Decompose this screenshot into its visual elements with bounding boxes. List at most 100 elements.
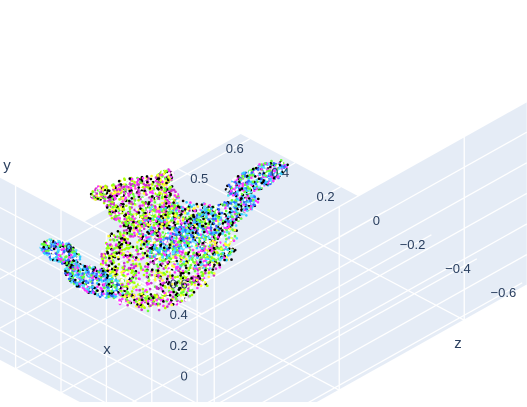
data-point xyxy=(171,171,174,174)
data-point xyxy=(79,288,82,291)
data-point xyxy=(120,271,123,274)
data-point xyxy=(156,242,159,245)
data-point xyxy=(200,281,203,284)
data-point xyxy=(152,236,155,239)
data-point xyxy=(75,270,78,273)
data-point xyxy=(220,236,223,239)
data-point xyxy=(57,257,60,260)
data-point xyxy=(174,194,177,197)
data-point xyxy=(188,224,191,227)
data-point xyxy=(129,254,132,257)
data-point xyxy=(159,211,162,214)
data-point xyxy=(203,238,206,241)
data-point xyxy=(204,272,207,275)
data-point xyxy=(231,216,234,219)
data-point xyxy=(187,249,190,252)
data-point xyxy=(129,207,132,210)
data-point xyxy=(146,275,149,278)
data-point xyxy=(107,247,110,250)
data-point xyxy=(160,299,163,302)
data-point xyxy=(174,240,177,243)
data-point xyxy=(104,278,107,281)
data-point xyxy=(185,299,188,302)
data-point xyxy=(107,296,110,299)
data-point xyxy=(110,232,113,235)
data-point xyxy=(136,298,139,301)
data-point xyxy=(207,236,210,239)
data-point xyxy=(166,173,169,176)
scene-panels xyxy=(0,102,527,402)
data-point xyxy=(212,268,215,271)
data-point xyxy=(89,266,92,269)
data-point xyxy=(158,177,161,180)
data-point xyxy=(156,247,159,250)
data-point xyxy=(234,249,237,252)
data-point xyxy=(142,198,145,201)
data-point xyxy=(119,217,122,220)
data-point xyxy=(123,232,126,235)
data-point xyxy=(207,276,210,279)
data-point xyxy=(176,199,179,202)
data-point xyxy=(200,250,203,253)
data-point xyxy=(68,278,71,281)
data-point xyxy=(227,216,230,219)
data-point xyxy=(109,239,112,242)
data-point xyxy=(155,180,158,183)
data-point xyxy=(133,281,136,284)
data-point xyxy=(119,232,122,235)
data-point xyxy=(161,181,164,184)
data-point xyxy=(146,243,149,246)
data-point xyxy=(118,220,121,223)
data-point xyxy=(121,217,124,220)
data-point xyxy=(201,221,204,224)
data-point xyxy=(224,207,227,210)
data-point xyxy=(114,265,117,268)
data-point xyxy=(190,253,193,256)
data-point xyxy=(166,199,169,202)
data-point xyxy=(186,241,189,244)
data-point xyxy=(201,275,204,278)
data-point xyxy=(220,205,223,208)
data-point xyxy=(141,252,144,255)
data-point xyxy=(144,212,147,215)
data-point xyxy=(182,270,185,273)
data-point xyxy=(184,253,187,256)
data-point xyxy=(82,275,85,278)
data-point xyxy=(207,261,210,264)
data-point xyxy=(182,297,185,300)
data-point xyxy=(168,169,171,172)
data-point xyxy=(116,189,119,192)
data-point xyxy=(204,223,207,226)
data-point xyxy=(121,298,124,301)
data-point xyxy=(143,243,146,246)
data-point xyxy=(149,220,152,223)
data-point xyxy=(137,272,140,275)
data-point xyxy=(108,257,111,260)
data-point xyxy=(166,298,169,301)
data-point xyxy=(139,235,142,238)
data-point xyxy=(196,223,199,226)
data-point xyxy=(153,208,156,211)
data-point xyxy=(105,239,108,242)
data-point xyxy=(237,218,240,221)
data-point xyxy=(157,201,160,204)
data-point xyxy=(226,231,229,234)
data-point xyxy=(233,239,236,242)
data-point xyxy=(166,242,169,245)
data-point xyxy=(194,284,197,287)
data-point xyxy=(182,294,185,297)
data-point xyxy=(115,243,118,246)
data-point xyxy=(215,267,218,270)
data-point xyxy=(151,231,154,234)
data-point xyxy=(157,303,160,306)
data-point xyxy=(179,267,182,270)
data-point xyxy=(106,251,109,254)
data-point xyxy=(159,259,162,262)
data-point xyxy=(150,175,153,178)
data-point xyxy=(111,201,114,204)
data-point xyxy=(177,205,180,208)
data-point xyxy=(202,225,205,228)
data-point xyxy=(100,253,103,256)
data-point xyxy=(168,212,171,215)
